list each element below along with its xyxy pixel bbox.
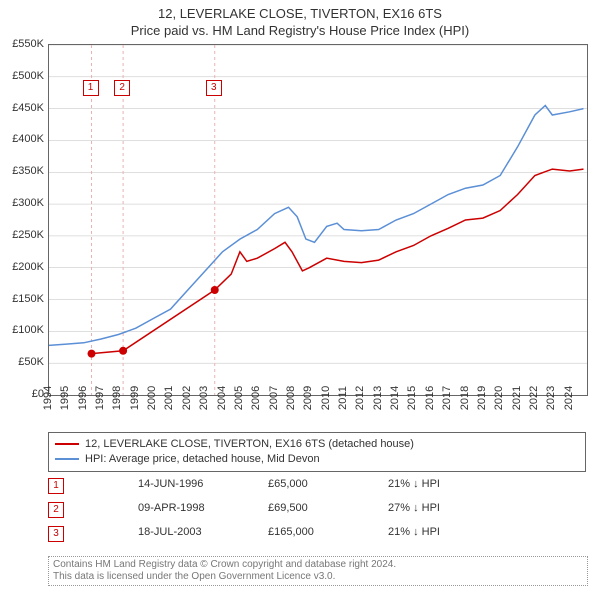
chart-plot-area: [48, 44, 588, 396]
x-axis-label: 2004: [216, 386, 228, 410]
x-axis-label: 2011: [337, 386, 349, 410]
transaction-marker-small: 1: [48, 478, 64, 494]
transaction-marker-small: 2: [48, 502, 64, 518]
legend-swatch-price-paid: [55, 443, 79, 445]
x-axis-label: 1995: [59, 386, 71, 410]
transaction-marker-small: 3: [48, 526, 64, 542]
transaction-pct-vs-hpi: 21% ↓ HPI: [388, 526, 440, 538]
transaction-row: 2 09-APR-1998 £69,500 27% ↓ HPI: [48, 502, 588, 518]
x-axis-label: 2010: [320, 386, 332, 410]
legend: 12, LEVERLAKE CLOSE, TIVERTON, EX16 6TS …: [48, 432, 586, 472]
x-axis-label: 2012: [354, 386, 366, 410]
transaction-pct-vs-hpi: 21% ↓ HPI: [388, 478, 440, 490]
y-axis-label: £300K: [12, 197, 44, 209]
chart-svg: [49, 45, 587, 395]
legend-label: HPI: Average price, detached house, Mid …: [85, 453, 320, 465]
x-axis-label: 2019: [476, 386, 488, 410]
down-arrow-icon: ↓: [413, 502, 419, 514]
x-axis-label: 1999: [129, 386, 141, 410]
y-axis-label: £200K: [12, 261, 44, 273]
x-axis-label: 2005: [233, 386, 245, 410]
license-box: Contains HM Land Registry data © Crown c…: [48, 556, 588, 586]
transaction-row: 3 18-JUL-2003 £165,000 21% ↓ HPI: [48, 526, 588, 542]
y-axis-label: £100K: [12, 324, 44, 336]
x-axis-label: 2014: [389, 386, 401, 410]
legend-row: 12, LEVERLAKE CLOSE, TIVERTON, EX16 6TS …: [55, 437, 579, 452]
license-line: This data is licensed under the Open Gov…: [53, 571, 583, 583]
transaction-row: 1 14-JUN-1996 £65,000 21% ↓ HPI: [48, 478, 588, 494]
x-axis-label: 2003: [198, 386, 210, 410]
y-axis-label: £50K: [18, 356, 44, 368]
y-axis-label: £550K: [12, 38, 44, 50]
transaction-date: 14-JUN-1996: [138, 478, 203, 490]
x-axis-label: 1994: [42, 386, 54, 410]
y-axis-label: £450K: [12, 102, 44, 114]
x-axis-label: 2000: [146, 386, 158, 410]
y-axis-label: £250K: [12, 229, 44, 241]
chart-title-sub: Price paid vs. HM Land Registry's House …: [0, 21, 600, 38]
y-axis-label: £400K: [12, 133, 44, 145]
transaction-marker: 1: [83, 80, 99, 96]
transaction-pct-vs-hpi: 27% ↓ HPI: [388, 502, 440, 514]
chart-title-main: 12, LEVERLAKE CLOSE, TIVERTON, EX16 6TS: [0, 0, 600, 21]
y-axis-label: £350K: [12, 165, 44, 177]
down-arrow-icon: ↓: [413, 478, 419, 490]
x-axis-label: 2015: [406, 386, 418, 410]
transaction-marker: 3: [206, 80, 222, 96]
x-axis-label: 2008: [285, 386, 297, 410]
x-axis-label: 2020: [493, 386, 505, 410]
transaction-price: £65,000: [268, 478, 308, 490]
legend-swatch-hpi: [55, 458, 79, 460]
x-axis-label: 2007: [268, 386, 280, 410]
x-axis-label: 1996: [77, 386, 89, 410]
x-axis-label: 2006: [250, 386, 262, 410]
legend-row: HPI: Average price, detached house, Mid …: [55, 452, 579, 467]
transaction-date: 09-APR-1998: [138, 502, 205, 514]
x-axis-label: 2017: [441, 386, 453, 410]
x-axis-label: 2002: [181, 386, 193, 410]
y-axis-label: £500K: [12, 70, 44, 82]
x-axis-label: 2016: [424, 386, 436, 410]
x-axis-label: 2013: [372, 386, 384, 410]
transaction-price: £165,000: [268, 526, 314, 538]
chart-page: { "title_main": "12, LEVERLAKE CLOSE, TI…: [0, 0, 600, 590]
x-axis-label: 1998: [111, 386, 123, 410]
transaction-date: 18-JUL-2003: [138, 526, 202, 538]
x-axis-label: 2022: [528, 386, 540, 410]
y-axis-label: £150K: [12, 293, 44, 305]
transaction-price: £69,500: [268, 502, 308, 514]
x-axis-label: 2018: [459, 386, 471, 410]
down-arrow-icon: ↓: [413, 526, 419, 538]
license-line: Contains HM Land Registry data © Crown c…: [53, 559, 583, 571]
x-axis-label: 2001: [163, 386, 175, 410]
transaction-marker: 2: [114, 80, 130, 96]
x-axis-label: 1997: [94, 386, 106, 410]
x-axis-label: 2023: [545, 386, 557, 410]
x-axis-label: 2009: [302, 386, 314, 410]
x-axis-label: 2021: [511, 386, 523, 410]
legend-label: 12, LEVERLAKE CLOSE, TIVERTON, EX16 6TS …: [85, 438, 414, 450]
x-axis-label: 2024: [563, 386, 575, 410]
